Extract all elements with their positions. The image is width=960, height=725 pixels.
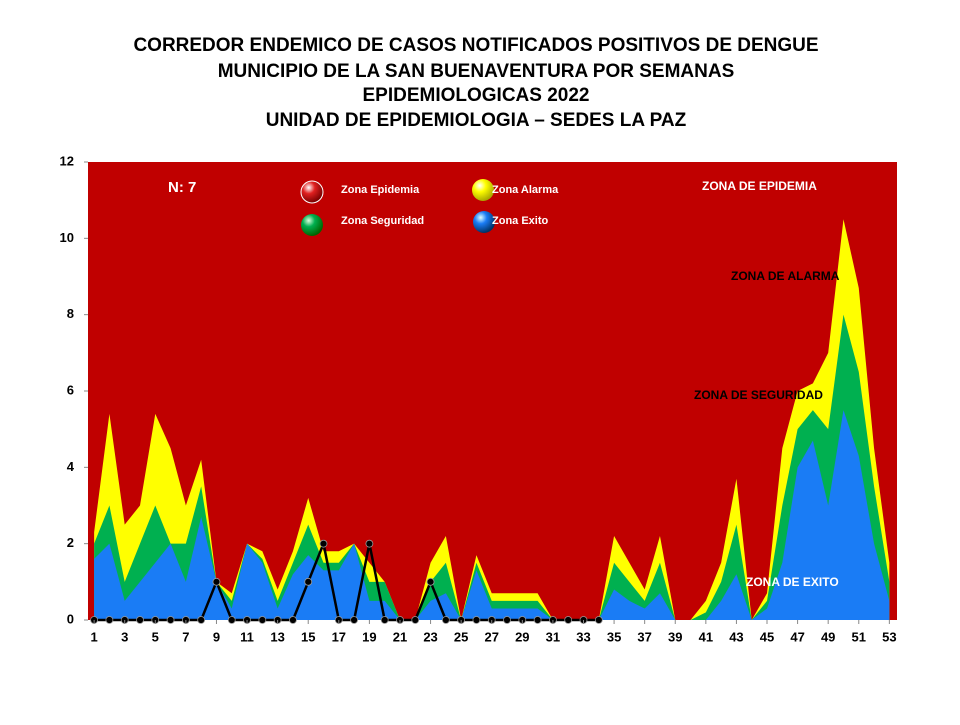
x-tick-label: 9 [213, 629, 220, 644]
epidemic-zone [88, 162, 897, 620]
case-point [365, 539, 374, 548]
x-tick-label: 1 [91, 629, 98, 644]
zone-label: ZONA DE EPIDEMIA [702, 179, 817, 193]
annotations: N: 7 ZONA DE EPIDEMIA ZONA DE ALARMA ZON… [168, 179, 840, 589]
legend-label: Zona Alarma [492, 184, 559, 196]
legend: Zona Epidemia Zona Alarma Zona Seguridad… [300, 179, 559, 236]
title-line: MUNICIPIO DE LA SAN BUENAVENTURA POR SEM… [218, 61, 735, 82]
legend-label: Zona Seguridad [341, 215, 424, 227]
case-point [441, 616, 450, 624]
case-point [227, 616, 236, 624]
title-line: CORREDOR ENDEMICO DE CASOS NOTIFICADOS P… [133, 35, 818, 56]
x-tick-label: 25 [454, 629, 468, 644]
case-point [136, 616, 144, 624]
y-tick-label: 10 [60, 230, 74, 245]
x-tick-label: 37 [637, 629, 651, 644]
legend-label: Zona Exito [492, 215, 549, 227]
legend-swatch [301, 214, 323, 236]
x-tick-label: 49 [821, 629, 835, 644]
x-tick-label: 31 [546, 629, 560, 644]
y-tick-label: 0 [67, 611, 74, 626]
case-point [472, 616, 481, 624]
case-point [594, 616, 603, 624]
plot [90, 219, 890, 624]
n-label: N: 7 [168, 179, 196, 196]
legend-swatch [472, 179, 494, 201]
y-tick-label: 6 [67, 382, 74, 397]
zone-label: ZONA DE EXITO [746, 575, 839, 589]
legend-label: Zona Epidemia [341, 184, 420, 196]
title-line: UNIDAD DE EPIDEMIOLOGIA – SEDES LA PAZ [266, 110, 687, 131]
x-tick-label: 33 [576, 629, 590, 644]
x-tick-label: 53 [882, 629, 896, 644]
zone-label: ZONA DE SEGURIDAD [694, 388, 823, 402]
case-point [258, 616, 267, 624]
title-line: EPIDEMIOLOGICAS 2022 [362, 85, 589, 106]
y-tick-label: 4 [67, 459, 75, 474]
x-tick-label: 19 [362, 629, 376, 644]
x-tick-label: 11 [240, 629, 254, 644]
y-tick-label: 2 [67, 535, 74, 550]
legend-swatch [473, 211, 495, 233]
case-point [564, 616, 573, 624]
x-tick-label: 47 [790, 629, 804, 644]
case-point [411, 616, 420, 624]
case-point [212, 577, 221, 586]
x-tick-label: 39 [668, 629, 682, 644]
x-tick-label: 35 [607, 629, 621, 644]
case-point [319, 539, 328, 548]
zone-label: ZONA DE ALARMA [731, 269, 840, 283]
case-point [105, 616, 114, 624]
case-point [350, 616, 358, 624]
y-tick-label: 12 [60, 153, 74, 168]
x-tick-label: 7 [182, 629, 189, 644]
case-point [197, 616, 206, 624]
x-tick-label: 13 [270, 629, 284, 644]
y-tick-label: 8 [67, 306, 74, 321]
case-point [426, 577, 435, 586]
x-tick-label: 17 [332, 629, 346, 644]
x-tick-label: 23 [423, 629, 437, 644]
x-tick-label: 43 [729, 629, 743, 644]
case-point [380, 616, 389, 624]
x-tick-label: 3 [121, 629, 128, 644]
x-tick-label: 15 [301, 629, 315, 644]
x-tick-label: 27 [485, 629, 499, 644]
cases-line [94, 539, 599, 622]
case-point [533, 616, 542, 624]
x-tick-label: 5 [152, 629, 159, 644]
legend-swatch [300, 180, 324, 204]
title-block: CORREDOR ENDEMICO DE CASOS NOTIFICADOS P… [133, 35, 818, 131]
case-point [304, 577, 313, 586]
x-tick-label: 51 [852, 629, 866, 644]
case-point [289, 616, 297, 624]
x-tick-label: 45 [760, 629, 774, 644]
case-point [503, 616, 511, 624]
x-tick-label: 41 [699, 629, 713, 644]
case-point [166, 616, 175, 624]
x-tick-label: 21 [393, 629, 407, 644]
zone-area [94, 410, 890, 620]
x-tick-label: 29 [515, 629, 529, 644]
